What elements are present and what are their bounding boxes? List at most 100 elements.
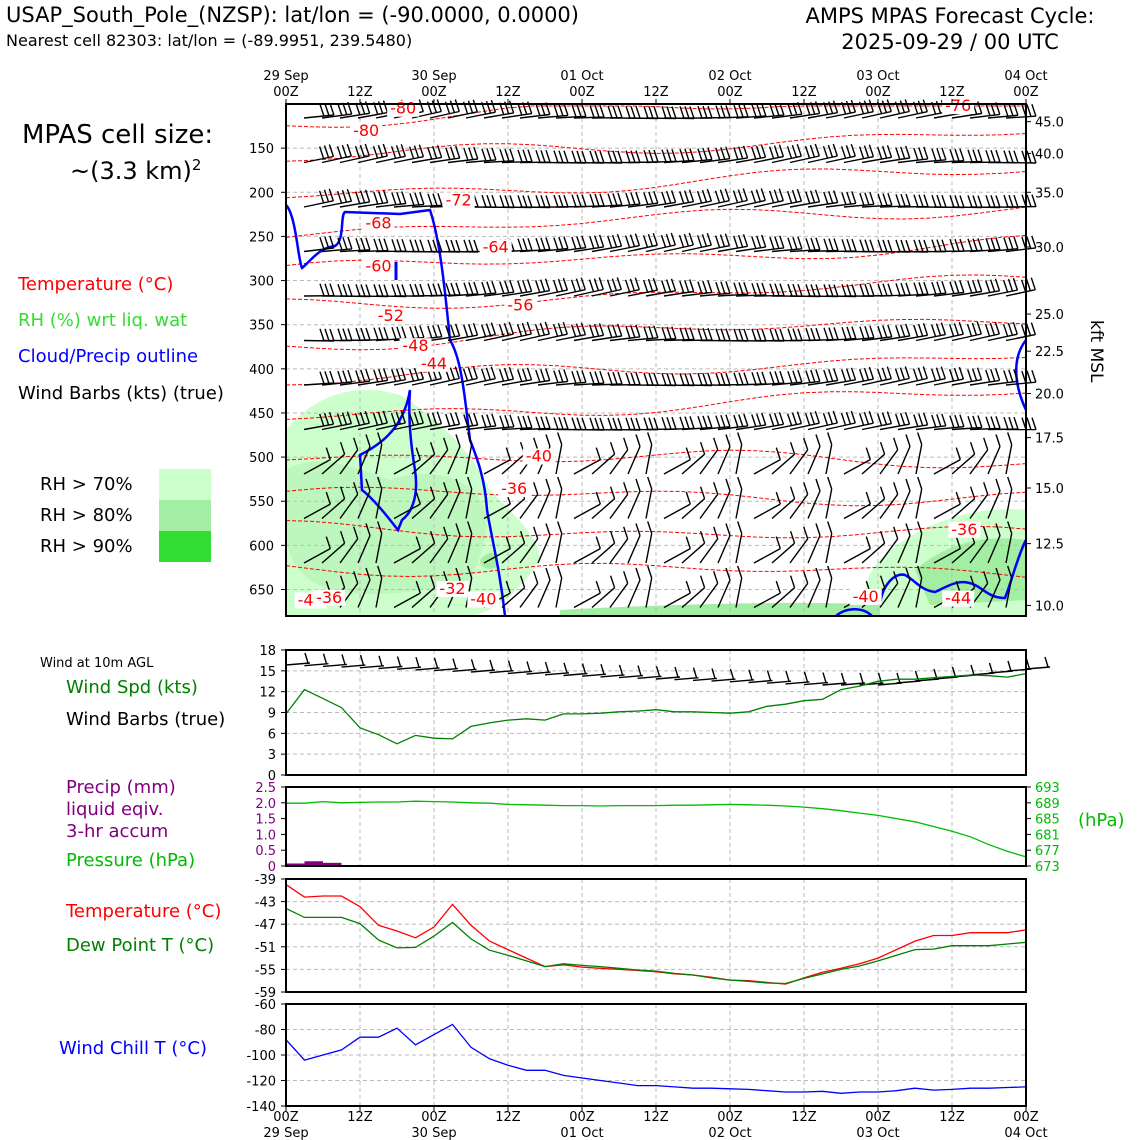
wind-barb-flag bbox=[504, 148, 510, 162]
wind-barb-flag bbox=[545, 149, 551, 163]
wind-barb-flag bbox=[1013, 416, 1019, 430]
wind-barb-flag bbox=[396, 239, 402, 252]
top-date-label: 01 Oct bbox=[560, 69, 603, 84]
bottom-date-label: 29 Sep bbox=[263, 1126, 308, 1140]
wind-barb-flag bbox=[490, 99, 497, 113]
wind-barb-staff bbox=[933, 291, 964, 297]
wind-barb-flag bbox=[383, 190, 389, 203]
top-hour-label: 00Z bbox=[421, 85, 447, 100]
wind-barb-flag bbox=[761, 371, 767, 385]
wind-barb-flag bbox=[918, 147, 924, 160]
wind-barb-staff bbox=[843, 458, 871, 475]
wind-barb-staff bbox=[537, 579, 551, 608]
wind-barb-flag bbox=[473, 146, 479, 160]
wind-barb-flag bbox=[609, 441, 616, 455]
wind-barb-staff bbox=[915, 378, 946, 386]
wind-barb-flag bbox=[589, 193, 595, 207]
wind-barb-staff bbox=[483, 426, 514, 431]
wind-barb-flag bbox=[886, 366, 892, 379]
wind-barb-flag bbox=[382, 100, 389, 113]
wind-barb-flag bbox=[958, 366, 965, 380]
wind-barb-flag bbox=[517, 238, 523, 251]
wind-barb-flag bbox=[382, 410, 388, 424]
wind-barb-flag bbox=[882, 193, 888, 206]
wind-barb-flag bbox=[953, 367, 960, 381]
wind-barb-staff bbox=[555, 289, 586, 297]
wind-barb-flag bbox=[989, 322, 996, 336]
wind-barb-flag bbox=[432, 325, 438, 338]
wind-barb-flag bbox=[895, 147, 901, 160]
wind-barb-flag bbox=[983, 482, 989, 495]
wind-barb-flag bbox=[365, 523, 371, 536]
wind-barb-flag bbox=[480, 368, 487, 382]
wind-barb-flag bbox=[324, 103, 330, 116]
wind-barb-flag bbox=[589, 371, 595, 385]
wind-barb-flag bbox=[436, 411, 443, 424]
wind-barb-flag bbox=[612, 417, 618, 431]
wind-barb-flag bbox=[954, 195, 960, 208]
wind-barb-staff bbox=[627, 535, 641, 564]
surface-barb-staff bbox=[766, 680, 792, 684]
wind-barb-flag bbox=[526, 367, 533, 381]
wind-barb-flag bbox=[414, 239, 420, 252]
wind-barb-flag bbox=[505, 536, 511, 549]
wind-barb-flag bbox=[553, 237, 559, 250]
wind-barb-flag bbox=[581, 194, 587, 207]
wind-barb-flag bbox=[1003, 103, 1009, 117]
wind-barb-staff bbox=[321, 248, 352, 253]
wind-barb-flag bbox=[486, 281, 492, 294]
wind-barb-flag bbox=[787, 237, 793, 250]
wind-barb-flag bbox=[562, 277, 569, 291]
wind-barb-flag bbox=[845, 100, 852, 114]
temp-axis-tick-label: -47 bbox=[255, 918, 276, 933]
wind-barb-flag bbox=[679, 280, 685, 294]
wind-barb-flag bbox=[791, 412, 798, 425]
wind-barb-flag bbox=[653, 190, 659, 204]
wind-barb-flag bbox=[576, 150, 582, 164]
wind-barb-flag bbox=[450, 324, 456, 337]
wind-barb-flag bbox=[666, 106, 672, 119]
wind-barb-flag bbox=[977, 279, 983, 292]
wind-barb-flag bbox=[775, 447, 781, 460]
wind-barb-staff bbox=[897, 334, 928, 342]
wind-barb-flag bbox=[713, 482, 719, 495]
wind-barb-flag bbox=[913, 324, 919, 338]
wind-barb-flag bbox=[570, 279, 577, 293]
wind-barb-flag bbox=[815, 434, 821, 447]
wind-barb-flag bbox=[593, 323, 600, 337]
wind-barb-flag bbox=[354, 145, 361, 159]
wind-barb-flag bbox=[756, 328, 762, 342]
wind-barb-flag bbox=[522, 279, 528, 293]
wind-barb-flag bbox=[365, 478, 371, 492]
wind-barb-staff bbox=[969, 113, 1000, 119]
rh80-region-left bbox=[286, 461, 487, 595]
wind-barb-flag bbox=[445, 325, 451, 338]
wind-barb-flag bbox=[563, 194, 569, 208]
windchill-axis-tick-label: -140 bbox=[246, 1100, 276, 1115]
wind-barb-flag bbox=[789, 486, 796, 499]
wind-barb-flag bbox=[552, 324, 559, 337]
wind-barb-flag bbox=[688, 189, 695, 202]
wind-barb-flag bbox=[858, 368, 865, 382]
cell-size-label: MPAS cell size: bbox=[22, 120, 214, 150]
wind-barb-staff bbox=[825, 202, 856, 208]
wind-barb-staff bbox=[771, 587, 796, 609]
wind-barb-flag bbox=[365, 434, 371, 447]
wind-barb-flag bbox=[319, 283, 325, 297]
wind-barb-flag bbox=[828, 238, 834, 251]
wind-barb-flag bbox=[685, 536, 691, 549]
surface-barb-staff bbox=[526, 671, 551, 675]
wind-barb-staff bbox=[951, 498, 976, 520]
wind-barb-flag bbox=[325, 447, 331, 460]
wind-barb-flag bbox=[545, 237, 551, 250]
wind-barb-staff bbox=[843, 547, 871, 564]
isotherm-group bbox=[285, 105, 1027, 578]
wind-barb-flag bbox=[436, 145, 443, 158]
wind-barb-staff bbox=[1005, 381, 1036, 386]
temperature-contour-label: -72 bbox=[446, 191, 472, 210]
wind-barb-flag bbox=[630, 150, 636, 163]
dewpoint-line bbox=[285, 907, 1027, 985]
wind-barb-staff bbox=[735, 294, 767, 297]
wind-barb-staff bbox=[375, 155, 406, 164]
wind-barb-flag bbox=[401, 326, 407, 339]
